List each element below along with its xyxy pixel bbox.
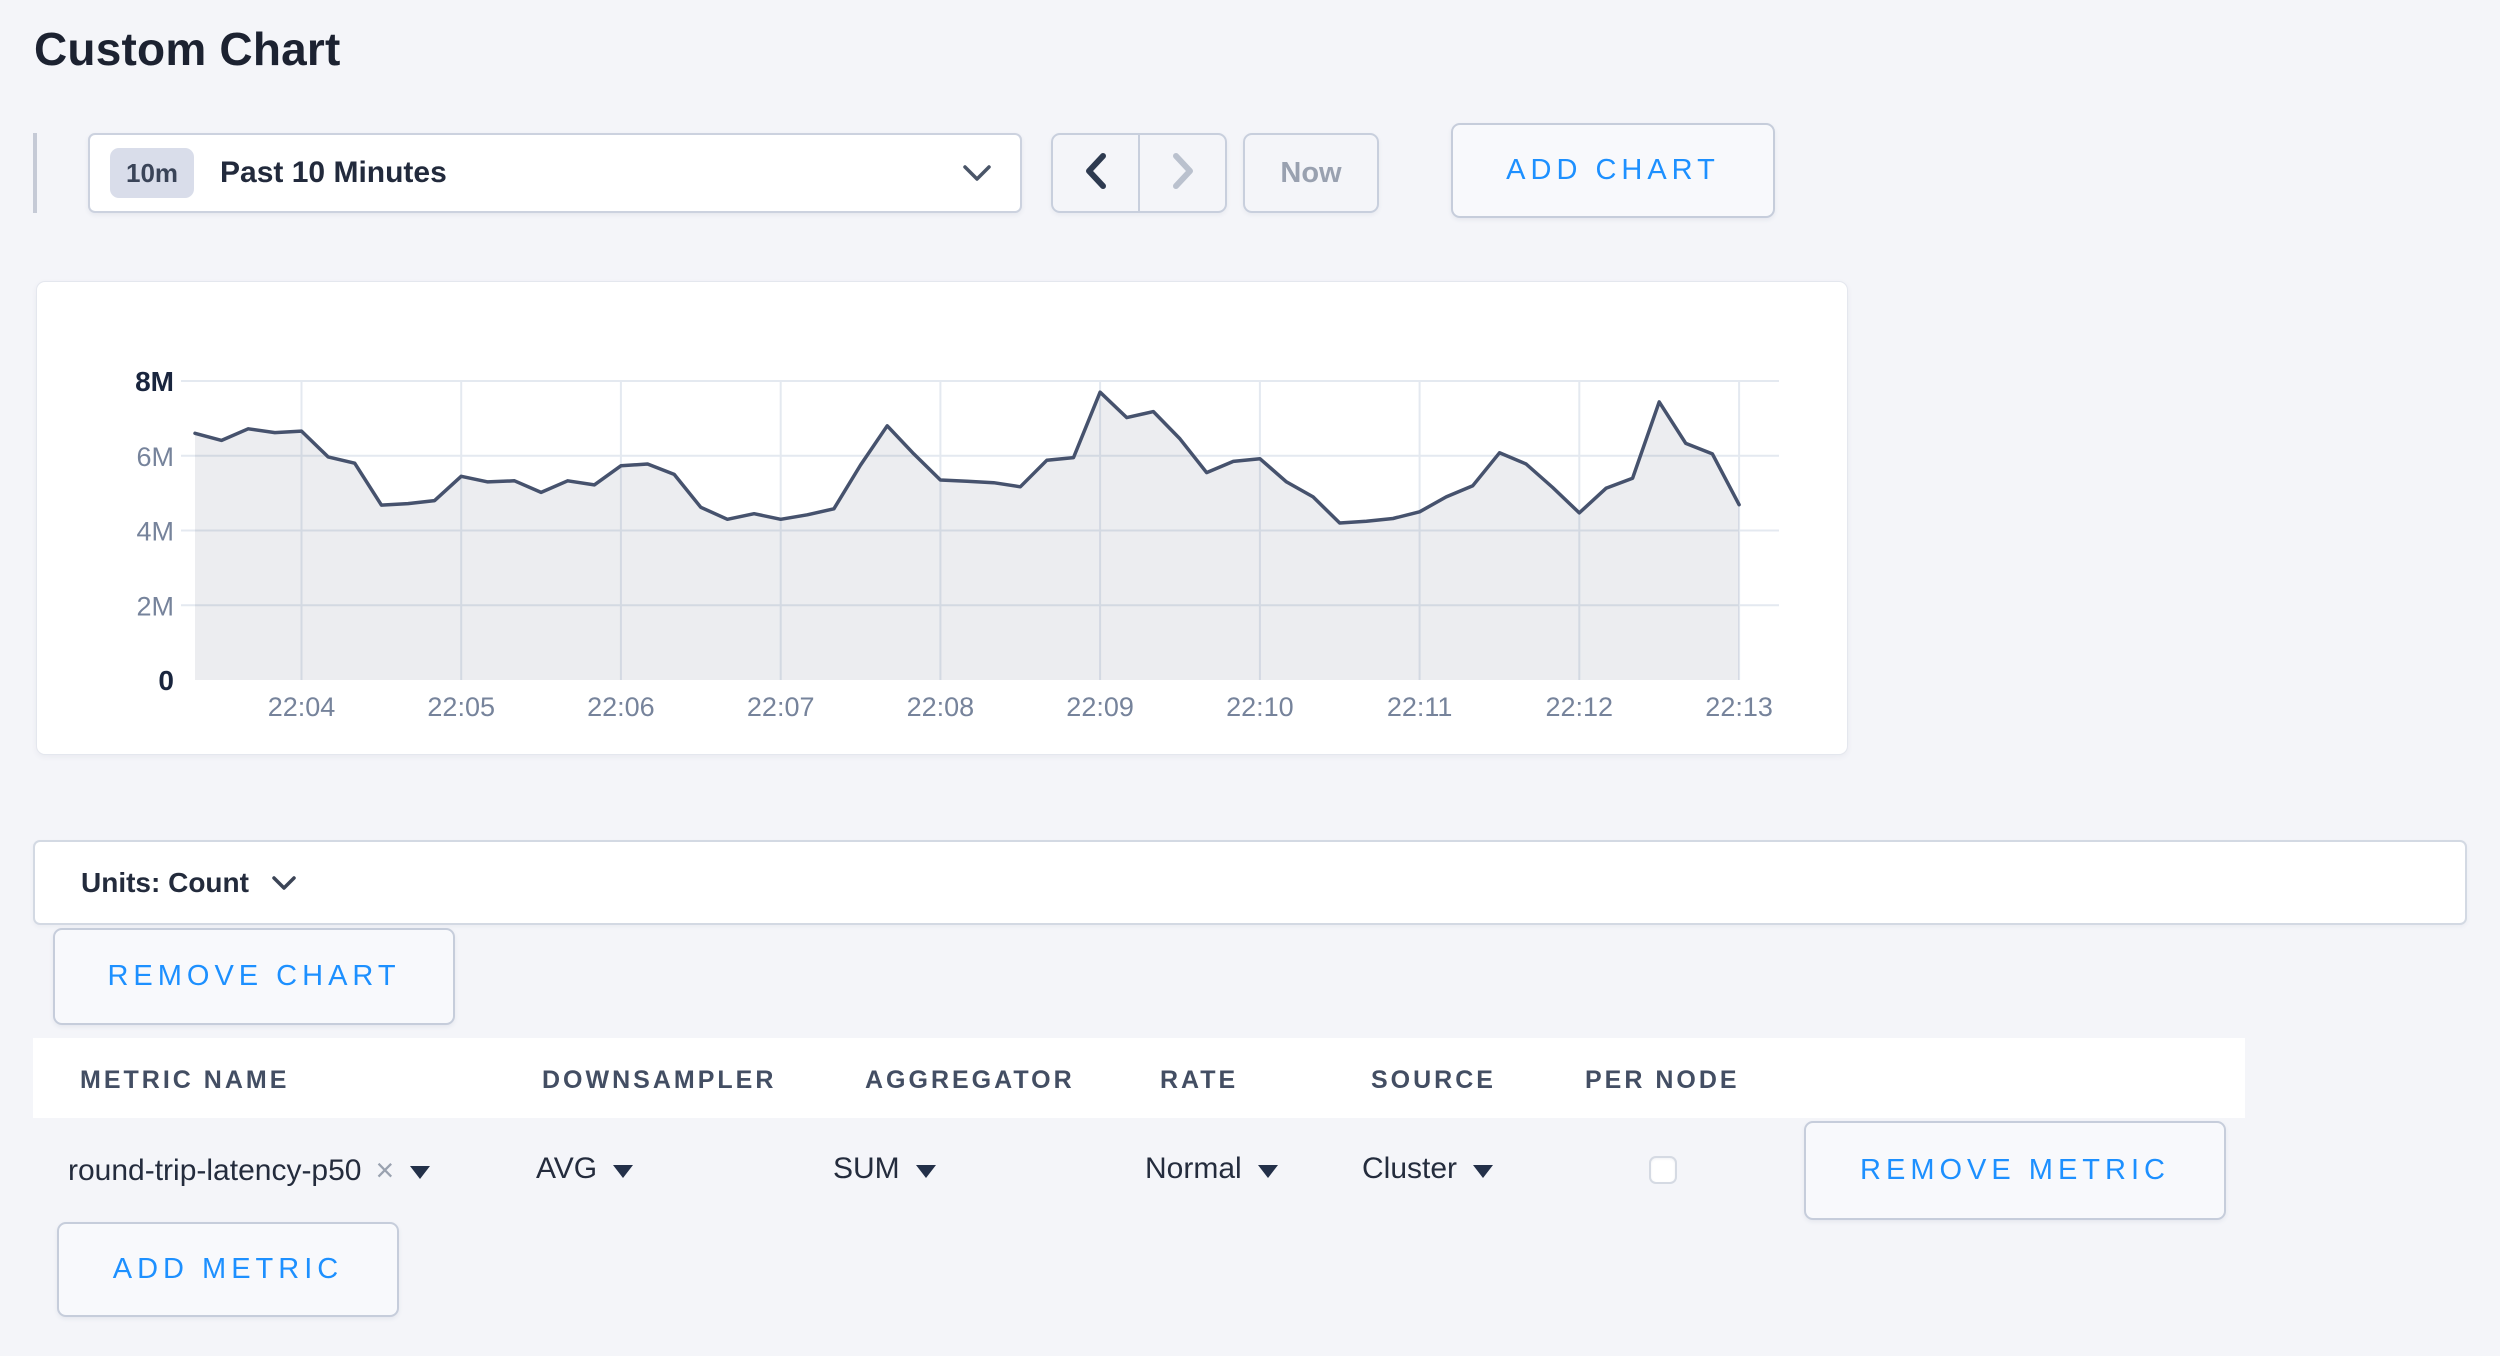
svg-text:4M: 4M	[136, 517, 174, 547]
svg-text:22:07: 22:07	[747, 692, 815, 722]
clear-metric-icon[interactable]: ×	[375, 1152, 395, 1188]
svg-text:22:05: 22:05	[427, 692, 495, 722]
downsampler-select[interactable]: AVG	[536, 1152, 634, 1186]
column-header-rate: RATE	[1160, 1066, 1239, 1094]
source-value: Cluster	[1362, 1152, 1458, 1185]
svg-text:22:12: 22:12	[1546, 692, 1614, 722]
svg-text:22:10: 22:10	[1226, 692, 1294, 722]
now-button[interactable]: Now	[1243, 133, 1379, 213]
remove-chart-button[interactable]: REMOVE CHART	[53, 928, 455, 1025]
caret-down-icon	[915, 1164, 936, 1178]
units-bar: Units: Count	[33, 840, 2467, 925]
column-header-downsampler: DOWNSAMPLER	[542, 1066, 777, 1094]
rate-value: Normal	[1145, 1152, 1242, 1185]
prev-time-button[interactable]	[1053, 135, 1140, 211]
svg-text:22:11: 22:11	[1387, 692, 1453, 722]
svg-text:6M: 6M	[136, 442, 174, 472]
per-node-checkbox[interactable]	[1649, 1156, 1677, 1184]
svg-text:2M: 2M	[136, 591, 174, 621]
metric-area-chart: 0 2M 4M 6M 8M 22:04 22:05 22:06 22:07 22:08 22:09 2…	[135, 366, 1779, 722]
column-header-source: SOURCE	[1371, 1066, 1496, 1094]
metric-name-select[interactable]: round-trip-latency-p50 ×	[68, 1152, 431, 1189]
svg-text:8M: 8M	[135, 366, 174, 397]
aggregator-value: SUM	[833, 1152, 900, 1185]
toolbar-divider	[33, 133, 37, 213]
time-range-label: Past 10 Minutes	[220, 156, 447, 189]
aggregator-select[interactable]: SUM	[833, 1152, 936, 1186]
chevron-down-icon	[962, 164, 992, 182]
metrics-table-header	[33, 1038, 2245, 1118]
time-range-dropdown[interactable]: 10m Past 10 Minutes	[88, 133, 1022, 213]
svg-text:22:09: 22:09	[1066, 692, 1134, 722]
svg-text:22:06: 22:06	[587, 692, 655, 722]
time-nav-group	[1051, 133, 1227, 213]
chevron-left-icon	[1081, 151, 1111, 196]
rate-select[interactable]: Normal	[1145, 1152, 1278, 1186]
column-header-metric-name: METRIC NAME	[80, 1066, 290, 1094]
units-dropdown[interactable]: Units: Count	[81, 867, 297, 899]
column-header-per-node: PER NODE	[1585, 1066, 1740, 1094]
chevron-down-icon	[271, 875, 297, 891]
caret-down-icon	[410, 1166, 431, 1179]
metric-chart-card: 0 2M 4M 6M 8M 22:04 22:05 22:06 22:07 22:08 22:09 2…	[36, 281, 1848, 755]
next-time-button[interactable]	[1140, 135, 1225, 211]
svg-text:22:08: 22:08	[907, 692, 975, 722]
svg-text:0: 0	[158, 665, 174, 696]
source-select[interactable]: Cluster	[1362, 1152, 1494, 1186]
metric-name-value: round-trip-latency-p50	[68, 1153, 362, 1187]
time-range-badge: 10m	[110, 148, 195, 198]
units-label: Units: Count	[81, 866, 249, 898]
add-chart-button[interactable]: ADD CHART	[1451, 123, 1775, 218]
remove-metric-button[interactable]: REMOVE METRIC	[1804, 1121, 2226, 1220]
svg-text:22:04: 22:04	[268, 692, 336, 722]
svg-text:22:13: 22:13	[1705, 692, 1773, 722]
caret-down-icon	[1257, 1164, 1278, 1178]
page-title: Custom Chart	[34, 23, 341, 75]
chevron-right-icon	[1168, 151, 1198, 196]
caret-down-icon	[613, 1164, 634, 1178]
column-header-aggregator: AGGREGATOR	[865, 1066, 1075, 1094]
add-metric-button[interactable]: ADD METRIC	[57, 1222, 399, 1317]
caret-down-icon	[1473, 1164, 1494, 1178]
downsampler-value: AVG	[536, 1152, 598, 1185]
